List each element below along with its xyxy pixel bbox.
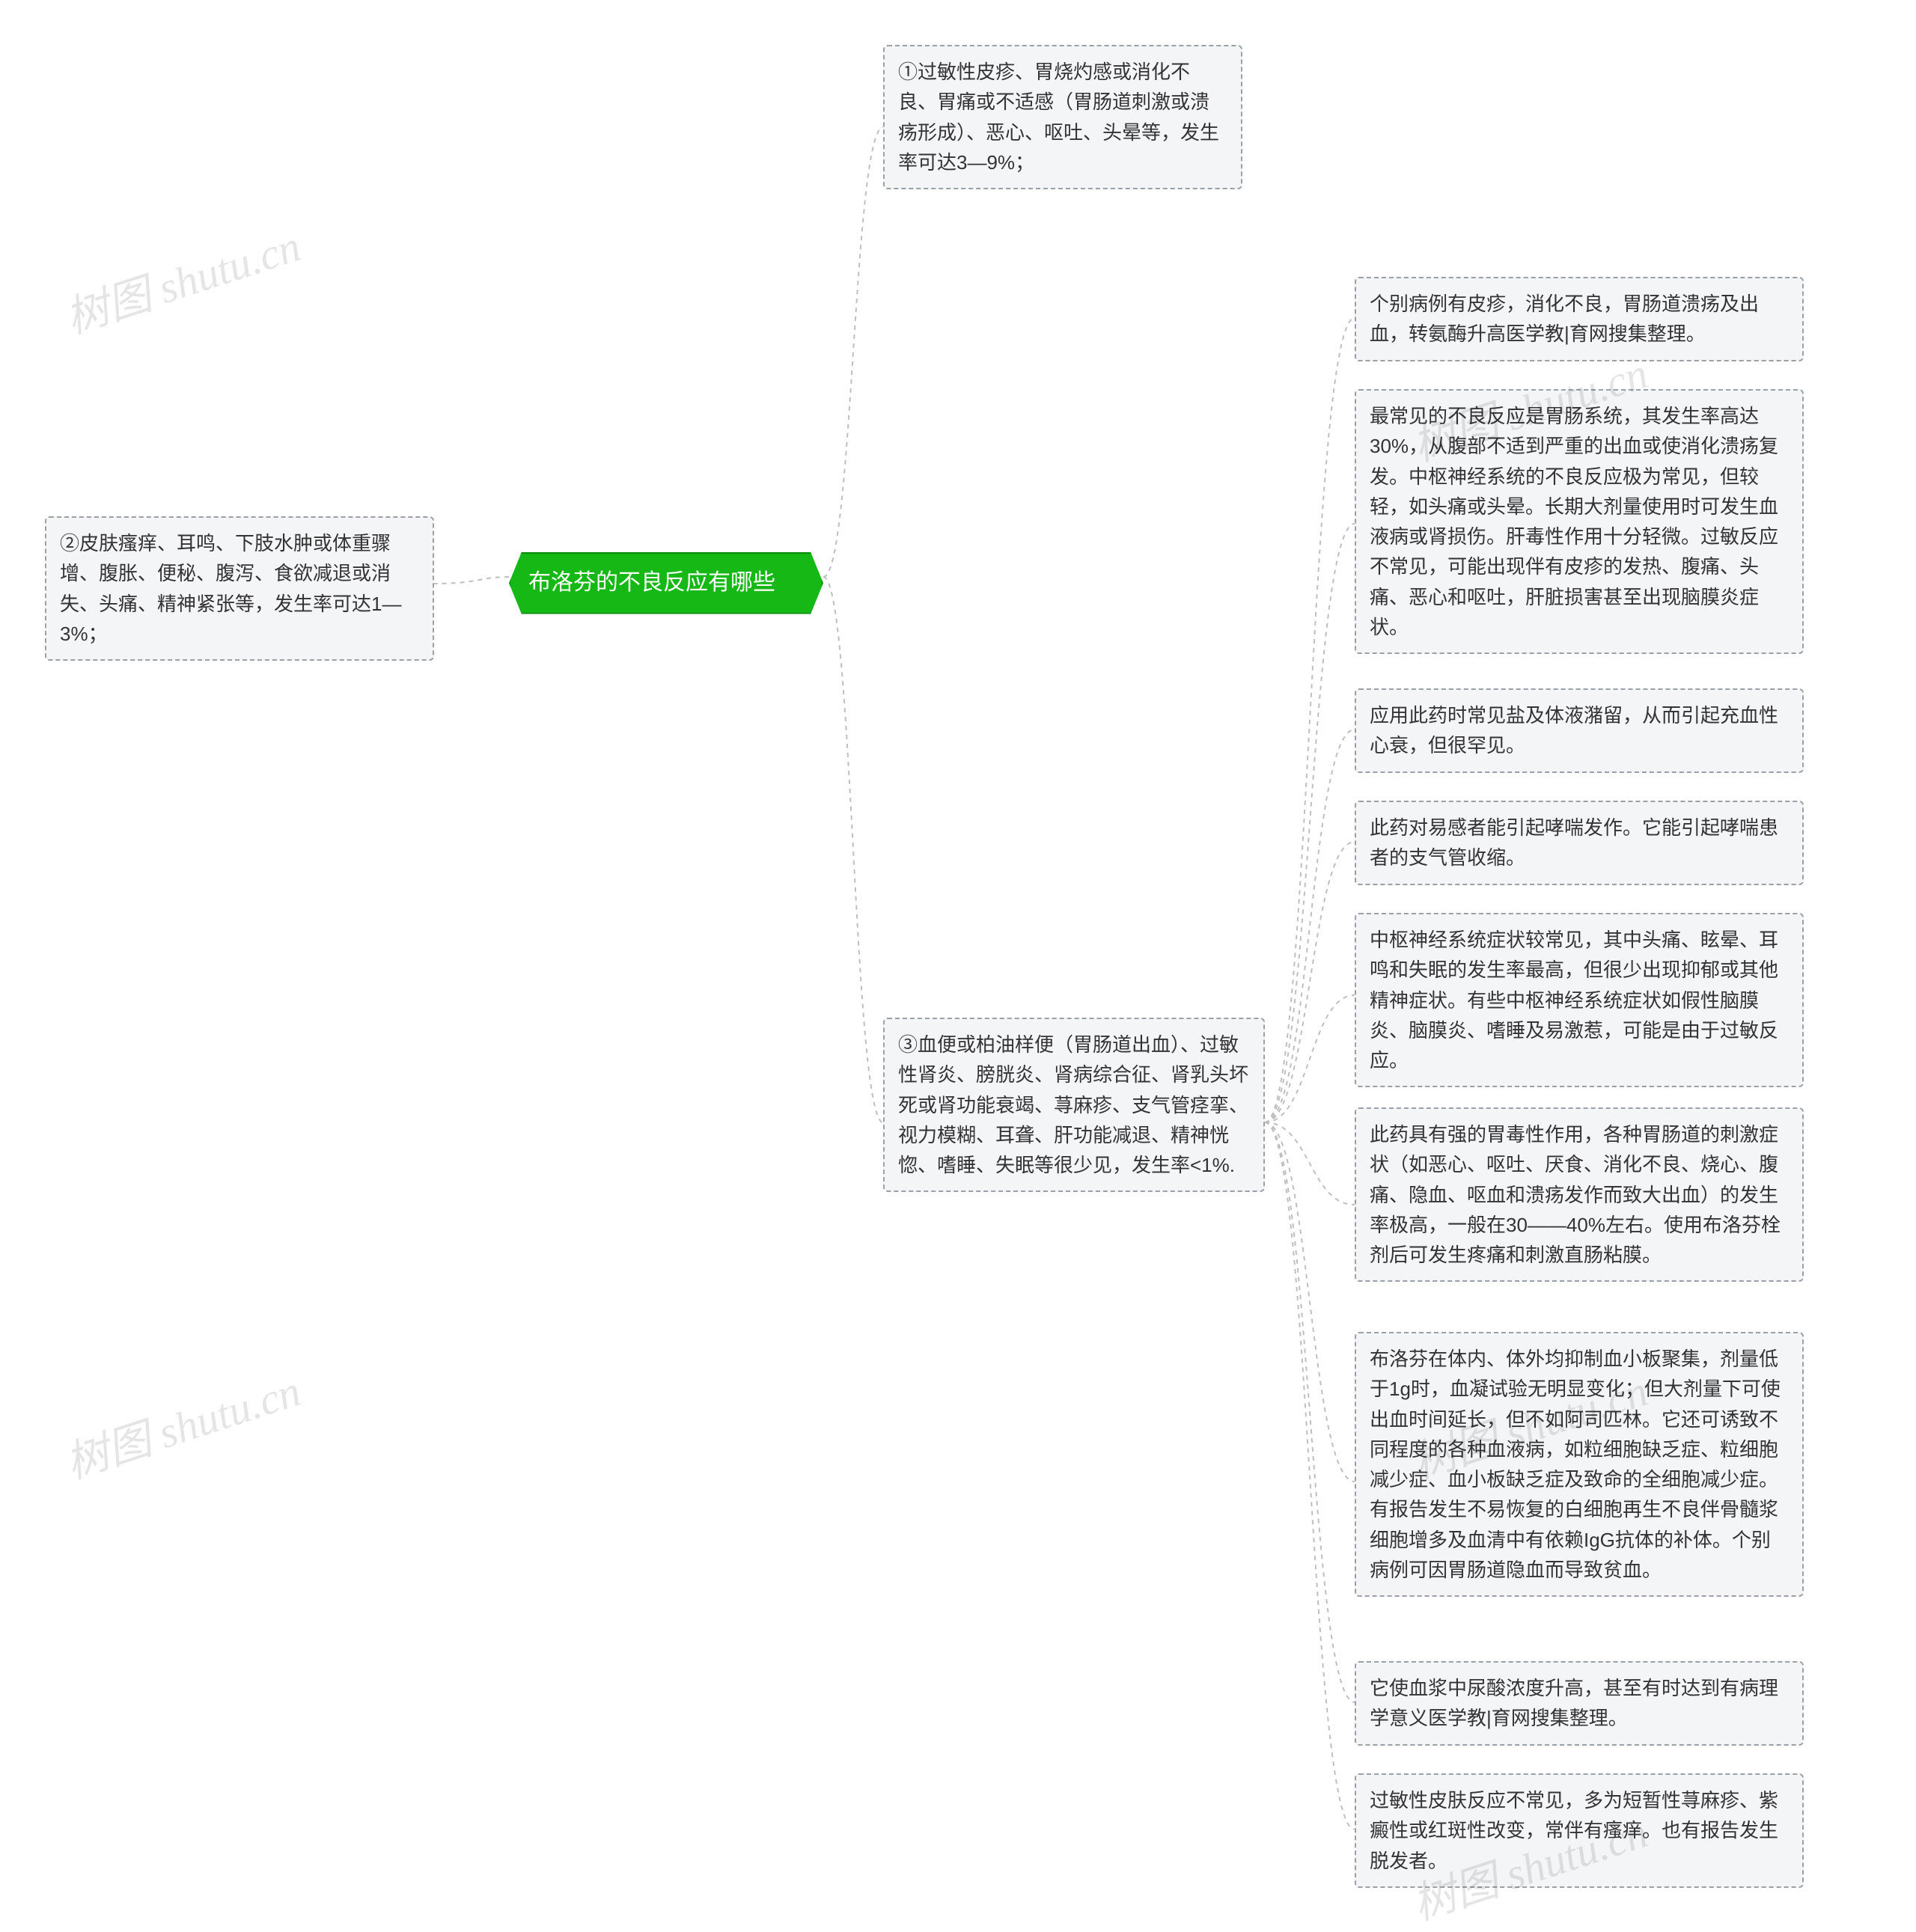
branch-3-child-4-text: 此药对易感者能引起哮喘发作。它能引起哮喘患者的支气管收缩。	[1370, 816, 1778, 869]
branch-3-child-2: 最常见的不良反应是胃肠系统，其发生率高达30%，从腹部不适到严重的出血或使消化溃…	[1355, 389, 1804, 654]
branch-2: ②皮肤瘙痒、耳鸣、下肢水肿或体重骤增、腹胀、便秘、腹泻、食欲减退或消失、头痛、精…	[45, 516, 434, 661]
branch-3-child-9: 过敏性皮肤反应不常见，多为短暂性荨麻疹、紫癜性或红斑性改变，常伴有瘙痒。也有报告…	[1355, 1773, 1804, 1888]
root-text: 布洛芬的不良反应有哪些	[528, 570, 775, 595]
connector-2	[823, 127, 883, 577]
connector-5	[1265, 524, 1355, 1122]
watermark-1: 树图 shutu.cn	[56, 211, 307, 346]
connector-4	[1265, 318, 1355, 1122]
branch-3-child-7: 布洛芬在体内、体外均抑制血小板聚集，剂量低于1g时，血凝试验无明显变化；但大剂量…	[1355, 1332, 1804, 1597]
connector-9	[1265, 1122, 1355, 1205]
connector-3	[823, 577, 883, 1122]
branch-3-child-3: 应用此药时常见盐及体液潴留，从而引起充血性心衰，但很罕见。	[1355, 688, 1804, 773]
connector-1	[434, 577, 509, 584]
branch-3-child-5: 中枢神经系统症状较常见，其中头痛、眩晕、耳鸣和失眠的发生率最高，但很少出现抑郁或…	[1355, 913, 1804, 1087]
connector-10	[1265, 1122, 1355, 1482]
connector-6	[1265, 730, 1355, 1122]
connector-11	[1265, 1122, 1355, 1702]
connector-7	[1265, 842, 1355, 1122]
branch-3-child-6-text: 此药具有强的胃毒性作用，各种胃肠道的刺激症状（如恶心、呕吐、厌食、消化不良、烧心…	[1370, 1123, 1781, 1266]
branch-3-child-5-text: 中枢神经系统症状较常见，其中头痛、眩晕、耳鸣和失眠的发生率最高，但很少出现抑郁或…	[1370, 929, 1778, 1072]
branch-3-child-2-text: 最常见的不良反应是胃肠系统，其发生率高达30%，从腹部不适到严重的出血或使消化溃…	[1370, 405, 1778, 638]
branch-2-text: ②皮肤瘙痒、耳鸣、下肢水肿或体重骤增、腹胀、便秘、腹泻、食欲减退或消失、头痛、精…	[60, 532, 401, 645]
branch-3-child-8-text: 它使血浆中尿酸浓度升高，甚至有时达到有病理学意义医学教|育网搜集整理。	[1370, 1677, 1778, 1729]
branch-3-text: ③血便或柏油样便（胃肠道出血）、过敏性肾炎、膀胱炎、肾病综合征、肾乳头坏死或肾功…	[898, 1033, 1248, 1176]
connector-12	[1265, 1122, 1355, 1829]
connector-8	[1265, 995, 1355, 1122]
watermark-3: 树图 shutu.cn	[56, 1356, 307, 1491]
branch-3-child-6: 此药具有强的胃毒性作用，各种胃肠道的刺激症状（如恶心、呕吐、厌食、消化不良、烧心…	[1355, 1107, 1804, 1282]
branch-3-child-3-text: 应用此药时常见盐及体液潴留，从而引起充血性心衰，但很罕见。	[1370, 704, 1778, 756]
branch-3-child-7-text: 布洛芬在体内、体外均抑制血小板聚集，剂量低于1g时，血凝试验无明显变化；但大剂量…	[1370, 1348, 1781, 1581]
root-node: 布洛芬的不良反应有哪些	[509, 552, 823, 614]
branch-3-child-1-text: 个别病例有皮疹，消化不良，胃肠道溃疡及出血，转氨酶升高医学教|育网搜集整理。	[1370, 293, 1759, 345]
branch-1-text: ①过敏性皮疹、胃烧灼感或消化不良、胃痛或不适感（胃肠道刺激或溃疡形成）、恶心、呕…	[898, 61, 1219, 174]
branch-3: ③血便或柏油样便（胃肠道出血）、过敏性肾炎、膀胱炎、肾病综合征、肾乳头坏死或肾功…	[883, 1018, 1265, 1192]
branch-3-child-4: 此药对易感者能引起哮喘发作。它能引起哮喘患者的支气管收缩。	[1355, 801, 1804, 885]
branch-3-child-1: 个别病例有皮疹，消化不良，胃肠道溃疡及出血，转氨酶升高医学教|育网搜集整理。	[1355, 277, 1804, 361]
mindmap-canvas: 布洛芬的不良反应有哪些 ②皮肤瘙痒、耳鸣、下肢水肿或体重骤增、腹胀、便秘、腹泻、…	[0, 0, 1916, 1829]
branch-1: ①过敏性皮疹、胃烧灼感或消化不良、胃痛或不适感（胃肠道刺激或溃疡形成）、恶心、呕…	[883, 45, 1242, 189]
branch-3-child-9-text: 过敏性皮肤反应不常见，多为短暂性荨麻疹、紫癜性或红斑性改变，常伴有瘙痒。也有报告…	[1370, 1789, 1778, 1872]
branch-3-child-8: 它使血浆中尿酸浓度升高，甚至有时达到有病理学意义医学教|育网搜集整理。	[1355, 1661, 1804, 1746]
